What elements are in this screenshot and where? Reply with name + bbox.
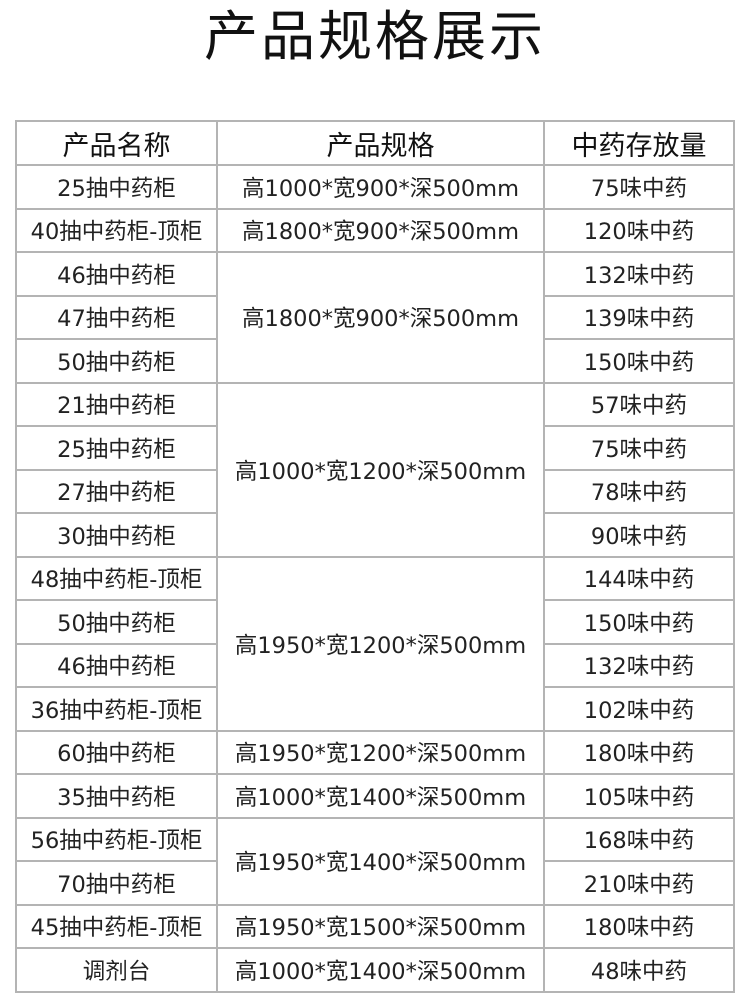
product-name-cell: 46抽中药柜: [15, 251, 218, 297]
table-row: 30抽中药柜 90味中药: [15, 512, 735, 558]
table-row: 21抽中药柜 高1000*宽1200*深500mm 57味中药: [15, 381, 735, 558]
product-spec-cell: 高1800*宽900*深500mm: [216, 207, 545, 253]
capacity-cell: 150味中药: [543, 338, 735, 384]
product-name-cell: 50抽中药柜: [15, 338, 218, 384]
product-spec-cell: 高1000*宽1400*深500mm: [216, 947, 545, 993]
capacity-cell: 210味中药: [543, 860, 735, 906]
capacity-cell: 168味中药: [543, 816, 735, 862]
product-spec-cell: 高1000*宽1400*深500mm: [216, 773, 545, 819]
product-name-cell: 40抽中药柜-顶柜: [15, 207, 218, 253]
table-row: 25抽中药柜 高1000*宽900*深500mm 75味中药: [15, 164, 735, 210]
header-product-spec: 产品规格: [216, 120, 545, 166]
capacity-cell: 102味中药: [543, 686, 735, 732]
product-spec-cell: 高1800*宽900*深500mm: [216, 251, 545, 384]
table-row: 35抽中药柜 高1000*宽1400*深500mm 105味中药: [15, 773, 735, 819]
product-name-cell: 21抽中药柜: [15, 381, 218, 427]
capacity-cell: 75味中药: [543, 425, 735, 471]
product-spec-cell: 高1950*宽1400*深500mm: [216, 816, 545, 906]
product-name-cell: 47抽中药柜: [15, 294, 218, 340]
capacity-cell: 48味中药: [543, 947, 735, 993]
table-row: 48抽中药柜-顶柜 高1950*宽1200*深500mm 144味中药: [15, 555, 735, 732]
table-row: 46抽中药柜 高1800*宽900*深500mm 132味中药: [15, 251, 735, 384]
product-name-cell: 48抽中药柜-顶柜: [15, 555, 218, 601]
spec-table: 产品名称 产品规格 中药存放量 25抽中药柜 高1000*宽900*深500mm 7…: [15, 120, 735, 993]
capacity-cell: 90味中药: [543, 512, 735, 558]
table-row: 40抽中药柜-顶柜 高1800*宽900*深500mm 120味中药: [15, 207, 735, 253]
product-name-cell: 56抽中药柜-顶柜: [15, 816, 218, 862]
product-name-cell: 60抽中药柜: [15, 729, 218, 775]
product-name-cell: 35抽中药柜: [15, 773, 218, 819]
product-spec-cell: 高1950*宽1500*深500mm: [216, 903, 545, 949]
table-row: 25抽中药柜 75味中药: [15, 425, 735, 471]
product-name-cell: 36抽中药柜-顶柜: [15, 686, 218, 732]
product-spec-cell: 高1950*宽1200*深500mm: [216, 729, 545, 775]
capacity-cell: 150味中药: [543, 599, 735, 645]
table-row: 47抽中药柜 139味中药: [15, 294, 735, 340]
product-spec-cell: 高1000*宽1200*深500mm: [216, 381, 545, 558]
capacity-cell: 144味中药: [543, 555, 735, 601]
capacity-cell: 75味中药: [543, 164, 735, 210]
table-header-row: 产品名称 产品规格 中药存放量: [15, 120, 735, 166]
table-row: 70抽中药柜 210味中药: [15, 860, 735, 906]
product-spec-cell: 高1000*宽900*深500mm: [216, 164, 545, 210]
capacity-cell: 139味中药: [543, 294, 735, 340]
product-name-cell: 50抽中药柜: [15, 599, 218, 645]
table-row: 调剂台 高1000*宽1400*深500mm 48味中药: [15, 947, 735, 993]
product-name-cell: 25抽中药柜: [15, 164, 218, 210]
capacity-cell: 180味中药: [543, 903, 735, 949]
capacity-cell: 57味中药: [543, 381, 735, 427]
table-row: 50抽中药柜 150味中药: [15, 338, 735, 384]
product-name-cell: 45抽中药柜-顶柜: [15, 903, 218, 949]
product-name-cell: 调剂台: [15, 947, 218, 993]
table-row: 46抽中药柜 132味中药: [15, 642, 735, 688]
header-capacity: 中药存放量: [543, 120, 735, 166]
product-name-cell: 30抽中药柜: [15, 512, 218, 558]
capacity-cell: 78味中药: [543, 468, 735, 514]
product-name-cell: 46抽中药柜: [15, 642, 218, 688]
capacity-cell: 180味中药: [543, 729, 735, 775]
capacity-cell: 132味中药: [543, 251, 735, 297]
capacity-cell: 105味中药: [543, 773, 735, 819]
product-spec-cell: 高1950*宽1200*深500mm: [216, 555, 545, 732]
table-row: 36抽中药柜-顶柜 102味中药: [15, 686, 735, 732]
product-name-cell: 27抽中药柜: [15, 468, 218, 514]
table-row: 60抽中药柜 高1950*宽1200*深500mm 180味中药: [15, 729, 735, 775]
table-body: 25抽中药柜 高1000*宽900*深500mm 75味中药 40抽中药柜-顶柜 高18…: [15, 164, 735, 993]
capacity-cell: 120味中药: [543, 207, 735, 253]
product-name-cell: 70抽中药柜: [15, 860, 218, 906]
product-name-cell: 25抽中药柜: [15, 425, 218, 471]
capacity-cell: 132味中药: [543, 642, 735, 688]
table-row: 56抽中药柜-顶柜 高1950*宽1400*深500mm 168味中药: [15, 816, 735, 906]
page-title: 产品规格展示: [204, 5, 546, 68]
table-row: 27抽中药柜 78味中药: [15, 468, 735, 514]
header-product-name: 产品名称: [15, 120, 218, 166]
table-row: 50抽中药柜 150味中药: [15, 599, 735, 645]
table-row: 45抽中药柜-顶柜 高1950*宽1500*深500mm 180味中药: [15, 903, 735, 949]
